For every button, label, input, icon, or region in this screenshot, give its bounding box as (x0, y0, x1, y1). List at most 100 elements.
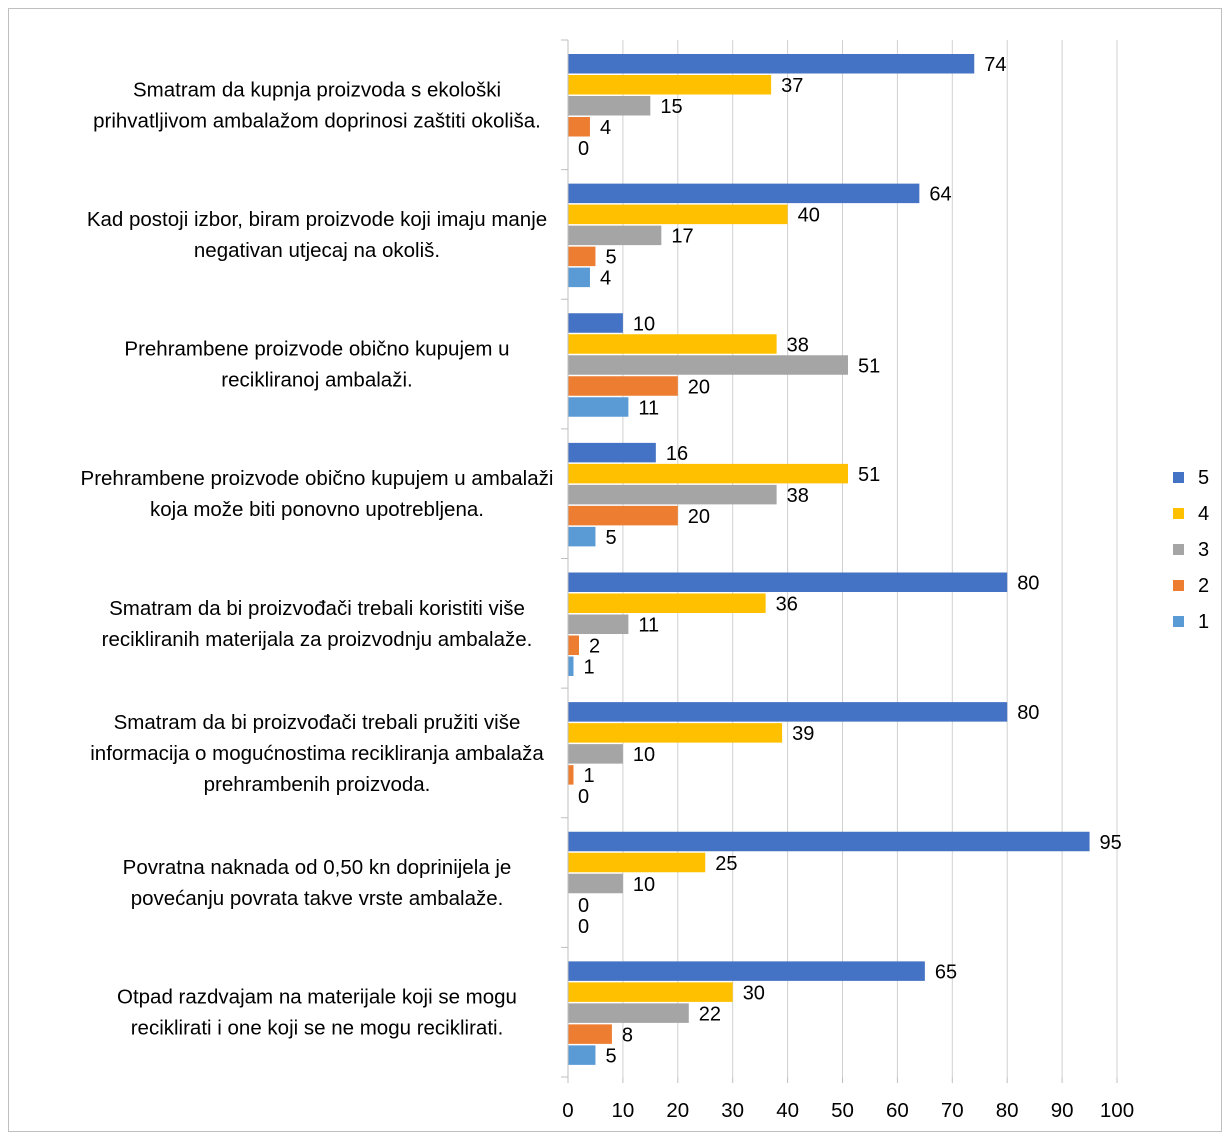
bar-5-7 (568, 961, 925, 981)
bar-1-7 (568, 1045, 595, 1065)
bar-4-3 (568, 464, 848, 484)
data-label: 80 (1017, 702, 1039, 724)
bar-3-4 (568, 615, 628, 635)
data-label: 38 (787, 334, 809, 356)
category-label: Kad postoji izbor, biram proizvode koji … (87, 208, 547, 262)
data-label: 10 (633, 874, 655, 896)
x-tick-label: 70 (941, 1099, 964, 1122)
legend-label-5: 5 (1198, 467, 1209, 489)
category-label: Smatram da kupnja proizvoda s ekološki pr… (93, 78, 541, 132)
legend-label-3: 3 (1198, 539, 1209, 561)
bar-2-1 (568, 247, 595, 267)
data-label: 0 (578, 138, 589, 160)
category-label: Otpad razdvajam na materijale koji se mo… (117, 986, 517, 1040)
legend: 5 4 3 2 1 (1173, 467, 1209, 633)
bar-3-7 (568, 1003, 689, 1023)
data-label: 15 (660, 96, 682, 118)
data-label: 11 (638, 615, 659, 637)
bar-1-2 (568, 397, 628, 417)
data-label: 1 (583, 765, 594, 787)
data-label: 65 (935, 961, 957, 983)
bar-3-5 (568, 744, 623, 764)
data-label: 20 (688, 376, 710, 398)
data-label: 17 (671, 226, 693, 248)
data-label: 20 (688, 506, 710, 528)
bar-4-0 (568, 75, 771, 95)
bar-5-1 (568, 184, 919, 204)
x-tick-label: 60 (886, 1099, 909, 1122)
data-label: 11 (638, 397, 659, 419)
legend-swatch-2 (1173, 580, 1184, 591)
bar-5-2 (568, 313, 623, 333)
category-label: Smatram da bi proizvođači trebali korist… (102, 597, 533, 651)
x-tick-label: 50 (831, 1099, 854, 1122)
bar-5-5 (568, 702, 1007, 722)
data-label: 37 (781, 75, 803, 97)
data-label: 8 (622, 1024, 633, 1046)
x-tick-label: 10 (611, 1099, 634, 1122)
category-label: Povratna naknada od 0,50 kn doprinijela … (123, 856, 512, 910)
bar-4-1 (568, 205, 788, 225)
x-tick-label: 0 (562, 1099, 573, 1122)
data-label: 30 (743, 982, 765, 1004)
bar-2-2 (568, 376, 678, 396)
bar-4-7 (568, 982, 733, 1002)
bar-4-4 (568, 594, 766, 614)
data-label: 64 (929, 184, 951, 206)
bar-4-5 (568, 723, 782, 743)
data-label: 16 (666, 443, 688, 465)
legend-swatch-1 (1173, 616, 1184, 627)
data-label: 5 (605, 527, 616, 549)
data-label: 5 (605, 1045, 616, 1067)
data-label: 40 (798, 205, 820, 227)
bar-3-6 (568, 874, 623, 894)
data-label: 0 (578, 916, 589, 938)
data-label: 5 (605, 247, 616, 269)
legend-label-4: 4 (1198, 503, 1209, 525)
bar-2-5 (568, 765, 573, 785)
bar-3-0 (568, 96, 650, 116)
data-label: 22 (699, 1003, 721, 1025)
data-label: 10 (633, 744, 655, 766)
bars (568, 54, 1090, 1065)
data-label: 51 (858, 355, 880, 377)
data-label: 38 (787, 485, 809, 507)
x-tick-label: 80 (996, 1099, 1019, 1122)
category-label: Smatram da bi proizvođači trebali pružit… (90, 711, 544, 796)
bar-3-3 (568, 485, 777, 505)
legend-swatch-5 (1173, 472, 1184, 483)
legend-swatch-3 (1173, 544, 1184, 555)
legend-label-2: 2 (1198, 575, 1209, 597)
x-tick-label: 100 (1100, 1099, 1134, 1122)
bar-5-3 (568, 443, 656, 463)
data-label: 1 (583, 657, 594, 679)
data-label: 51 (858, 464, 880, 486)
data-label: 4 (600, 268, 611, 290)
data-label: 4 (600, 117, 611, 139)
data-label: 39 (792, 723, 814, 745)
legend-label-1: 1 (1198, 611, 1209, 633)
data-label: 0 (578, 786, 589, 808)
bar-2-3 (568, 506, 678, 526)
bar-5-6 (568, 832, 1090, 852)
x-tick-label: 90 (1051, 1099, 1074, 1122)
bar-1-1 (568, 268, 590, 288)
bar-1-3 (568, 527, 595, 547)
x-tick-label: 30 (721, 1099, 744, 1122)
bar-2-7 (568, 1024, 612, 1044)
bar-3-2 (568, 355, 848, 375)
bar-5-4 (568, 573, 1007, 593)
category-label: Prehrambene proizvode obično kupujem u re… (124, 338, 509, 392)
x-tick-label: 20 (666, 1099, 689, 1122)
data-label: 25 (715, 853, 737, 875)
data-label: 36 (776, 594, 798, 616)
legend-swatch-4 (1173, 508, 1184, 519)
bar-4-6 (568, 853, 705, 873)
data-label: 10 (633, 313, 655, 335)
data-label: 95 (1100, 832, 1122, 854)
bar-5-0 (568, 54, 974, 74)
data-label: 0 (578, 895, 589, 917)
x-tick-label: 40 (776, 1099, 799, 1122)
data-label: 74 (984, 54, 1006, 76)
